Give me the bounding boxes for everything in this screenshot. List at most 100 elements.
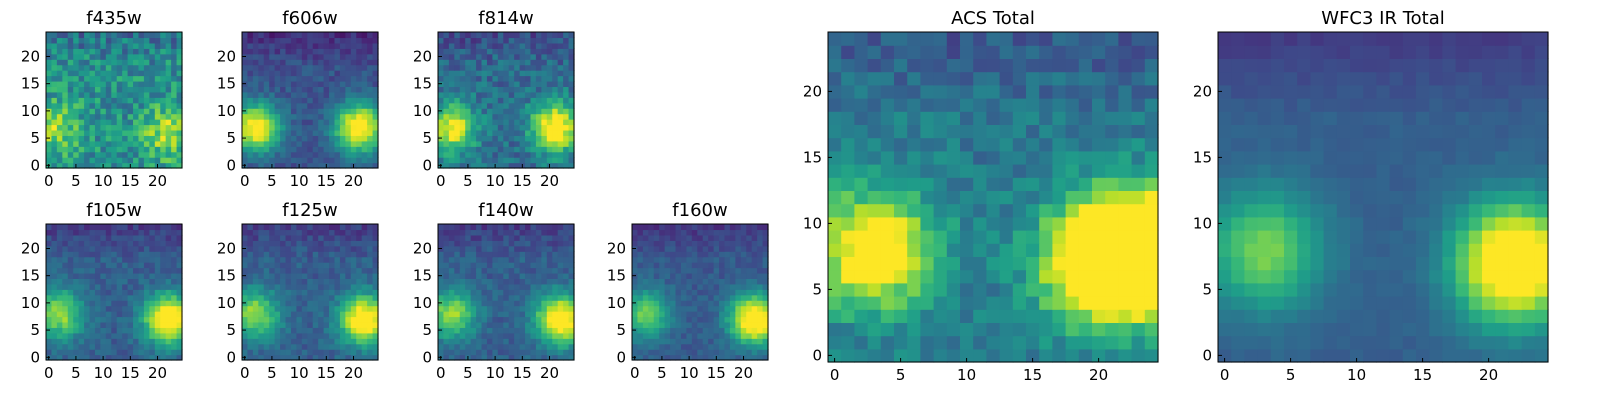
heatmap-cell <box>1144 269 1159 284</box>
heatmap-cell <box>51 42 58 49</box>
heatmap-cell <box>367 321 374 328</box>
heatmap-cell <box>503 272 510 279</box>
heatmap-cell <box>1105 137 1119 152</box>
heatmap-cell <box>165 53 172 60</box>
heatmap-cell <box>1131 322 1146 337</box>
heatmap-cell <box>56 354 63 361</box>
heatmap-cell <box>67 311 74 318</box>
heatmap-cell <box>648 272 655 279</box>
heatmap-cell <box>94 113 101 120</box>
heatmap-cell <box>546 327 553 334</box>
heatmap-cell <box>459 316 466 323</box>
heatmap-cell <box>89 289 96 296</box>
x-tick-label: 10 <box>94 364 113 382</box>
heatmap-cell <box>290 332 297 339</box>
heatmap-cell <box>686 229 693 236</box>
heatmap-cell <box>329 278 336 285</box>
heatmap-cell <box>448 224 455 231</box>
heatmap-cell <box>280 91 287 98</box>
heatmap-cell <box>653 294 660 301</box>
heatmap-cell <box>546 75 553 82</box>
heatmap-cell <box>143 305 150 312</box>
heatmap-cell <box>686 332 693 339</box>
heatmap-cell <box>729 343 736 350</box>
heatmap-cell <box>920 190 935 205</box>
heatmap-cell <box>307 113 314 120</box>
heatmap-cell <box>691 349 698 356</box>
heatmap-cell <box>880 177 895 191</box>
heatmap-cell <box>535 91 542 98</box>
heatmap-cell <box>438 305 445 312</box>
heatmap-cell <box>552 300 559 307</box>
heatmap-cell <box>497 321 504 328</box>
heatmap-cell <box>171 146 178 153</box>
heatmap-cell <box>508 327 515 334</box>
heatmap-cell <box>530 305 537 312</box>
heatmap-cell <box>73 146 80 153</box>
heatmap-cell <box>56 32 63 39</box>
heatmap-cell <box>535 97 542 104</box>
heatmap-cell <box>999 124 1014 139</box>
heatmap-cell <box>111 124 118 131</box>
heatmap-cell <box>356 64 363 71</box>
heatmap-cell <box>94 321 101 328</box>
heatmap-cell <box>296 97 303 104</box>
heatmap-cell <box>986 230 1001 244</box>
heatmap-cell <box>345 272 352 279</box>
heatmap-cell <box>171 338 178 345</box>
heatmap-cell <box>367 311 374 318</box>
heatmap-cell <box>143 91 150 98</box>
heatmap-cell <box>296 338 303 345</box>
heatmap-cell <box>94 80 101 87</box>
heatmap-cell <box>51 119 58 126</box>
heatmap-cell <box>568 354 575 361</box>
heatmap-cell <box>252 229 259 236</box>
heatmap-cell <box>459 256 466 263</box>
heatmap-cell <box>133 129 140 136</box>
heatmap-cell <box>356 349 363 356</box>
heatmap-cell <box>46 305 53 312</box>
heatmap-cell <box>111 321 118 328</box>
heatmap-cell <box>73 53 80 60</box>
heatmap-cell <box>557 75 564 82</box>
heatmap-cell <box>525 86 532 93</box>
heatmap-cell <box>318 283 325 290</box>
heatmap-cell <box>258 262 265 269</box>
heatmap-cell <box>339 332 346 339</box>
heatmap-cell <box>67 80 74 87</box>
heatmap-cell <box>664 332 671 339</box>
heatmap-cell <box>111 278 118 285</box>
heatmap-cell <box>497 113 504 120</box>
heatmap-cell <box>165 129 172 136</box>
heatmap-cell <box>51 283 58 290</box>
heatmap-cell <box>1065 309 1080 323</box>
heatmap-cell <box>301 102 308 109</box>
heatmap-cell <box>708 262 715 269</box>
heatmap-cell <box>907 111 921 125</box>
heatmap-cell <box>149 289 156 296</box>
heatmap-cell <box>563 80 570 87</box>
heatmap-cell <box>350 256 357 263</box>
heatmap-cell <box>708 229 715 236</box>
heatmap-cell <box>525 245 532 252</box>
heatmap-cell <box>165 283 172 290</box>
heatmap-cell <box>746 349 753 356</box>
heatmap-cell <box>1052 256 1067 271</box>
heatmap-cell <box>372 42 379 49</box>
heatmap-cell <box>1118 137 1133 152</box>
heatmap-cell <box>541 321 548 328</box>
heatmap-cell <box>160 119 167 126</box>
heatmap-cell <box>301 267 308 274</box>
heatmap-cell <box>664 311 671 318</box>
heatmap-cell <box>122 80 129 87</box>
heatmap-cell <box>508 289 515 296</box>
heatmap-cell <box>1026 348 1040 363</box>
heatmap-cell <box>323 272 330 279</box>
heatmap-cell <box>443 86 450 93</box>
heatmap-cell <box>122 48 129 55</box>
heatmap-cell <box>372 113 379 120</box>
heatmap-cell <box>438 278 445 285</box>
heatmap-cell <box>568 338 575 345</box>
heatmap-cell <box>116 349 123 356</box>
heatmap-cell <box>62 151 69 158</box>
